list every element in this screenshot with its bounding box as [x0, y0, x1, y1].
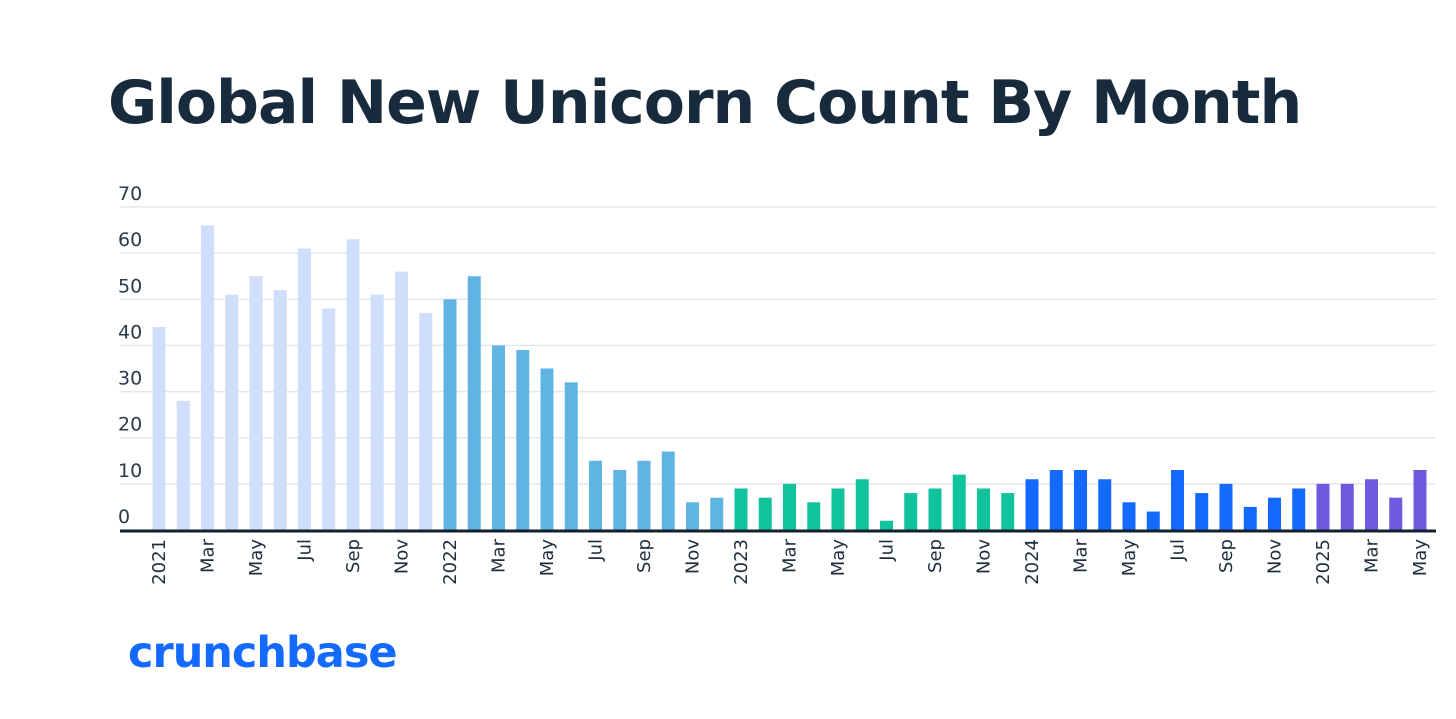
x-tick-label: Sep	[634, 539, 655, 573]
bar-2022-feb	[467, 276, 481, 530]
bar-2024-oct	[1243, 506, 1257, 530]
bar-2023-aug	[904, 493, 918, 530]
crunchbase-logo: crunchbase	[128, 628, 398, 678]
bar-2021-feb	[176, 400, 190, 530]
bar-2025-mar	[1365, 479, 1378, 530]
bar-2024-dec	[1292, 488, 1306, 530]
bar-2022-jun	[564, 382, 578, 530]
x-tick-label: Mar	[1362, 538, 1383, 573]
bar-2023-apr	[807, 502, 821, 530]
bar-2023-jun	[855, 479, 869, 530]
bar-2022-2022	[443, 299, 457, 530]
y-tick-label: 20	[118, 414, 142, 436]
bar-2021-nov	[395, 271, 408, 530]
bar-2022-sep	[637, 460, 651, 530]
bar-2023-sep	[928, 488, 942, 530]
x-axis: 2021 Mar May Jul Sep Nov 2022 Mar May Jul Sep Nov 20…	[149, 538, 1431, 584]
x-tick-label: Mar	[489, 538, 510, 573]
bar-2021-2021	[152, 326, 166, 530]
x-tick-label: Jul	[1168, 539, 1189, 562]
x-tick-label: May	[246, 539, 267, 577]
bar-2024-apr	[1098, 479, 1112, 530]
bar-2023-nov	[977, 488, 990, 530]
x-tick-label: 2024	[1022, 539, 1043, 585]
bar-2022-mar	[492, 345, 505, 530]
y-axis: 0 10 20 30 40 50 60 70	[118, 183, 142, 528]
y-tick-label: 10	[118, 460, 142, 482]
bar-2022-dec	[710, 497, 724, 530]
x-tick-label: Nov	[683, 539, 704, 574]
bar-2023-oct	[952, 474, 966, 530]
bar-2021-aug	[322, 308, 336, 530]
bar-2021-jun	[273, 290, 287, 530]
x-tick-label: May	[828, 539, 849, 577]
bar-2025-may	[1413, 470, 1427, 530]
bar-2022-jul	[589, 460, 602, 530]
bar-2024-may	[1122, 502, 1136, 530]
bar-2024-feb	[1049, 470, 1063, 530]
x-tick-label: May	[1119, 539, 1140, 577]
bar-2021-sep	[346, 239, 360, 531]
bar-2022-nov	[686, 502, 699, 530]
x-tick-label: Sep	[343, 539, 364, 573]
bar-2024-sep	[1219, 483, 1233, 530]
bar-2021-apr	[225, 294, 239, 530]
y-tick-label: 50	[118, 275, 142, 297]
bar-2024-2024	[1025, 479, 1039, 530]
bar-2022-oct	[661, 451, 675, 530]
bar-2021-dec	[419, 313, 433, 530]
bar-2024-mar	[1074, 470, 1087, 530]
bar-2023-dec	[1001, 493, 1015, 530]
bar-2023-jul	[880, 520, 893, 530]
x-tick-label: Nov	[1265, 539, 1286, 574]
y-tick-label: 70	[118, 183, 142, 205]
x-tick-label: 2022	[440, 539, 461, 585]
y-tick-label: 40	[118, 321, 142, 343]
bar-2023-mar	[783, 483, 796, 530]
x-tick-label: May	[1410, 539, 1431, 577]
y-tick-label: 0	[118, 506, 130, 528]
bar-2024-jun	[1146, 511, 1160, 530]
x-tick-label: Jul	[295, 539, 316, 562]
x-tick-label: Jul	[586, 539, 607, 562]
bars	[152, 225, 1427, 531]
bar-2023-feb	[758, 497, 772, 530]
bar-2023-may	[831, 488, 845, 530]
y-tick-label: 30	[118, 368, 142, 390]
x-tick-label: 2023	[731, 539, 752, 585]
bar-2022-apr	[516, 350, 530, 530]
x-tick-label: Mar	[198, 538, 219, 573]
bar-2023-2023	[734, 488, 748, 530]
bar-2025-feb	[1340, 483, 1354, 530]
x-tick-label: Nov	[392, 539, 413, 574]
bar-2021-may	[249, 276, 263, 530]
x-tick-label: 2025	[1313, 539, 1334, 585]
bar-2024-aug	[1195, 493, 1209, 530]
x-tick-label: Sep	[1216, 539, 1237, 573]
bar-2024-nov	[1268, 497, 1281, 530]
y-tick-label: 60	[118, 229, 142, 251]
gridlines	[120, 206, 1436, 485]
bar-2025-2025	[1316, 483, 1330, 530]
bar-2021-mar	[201, 225, 214, 530]
bar-2025-apr	[1389, 497, 1403, 530]
chart-title: Global New Unicorn Count By Month	[108, 68, 1302, 138]
x-tick-label: Mar	[1071, 538, 1092, 573]
x-tick-label: May	[537, 539, 558, 577]
bar-2021-oct	[370, 294, 384, 530]
bar-2024-jul	[1171, 470, 1184, 530]
bar-2021-jul	[298, 248, 311, 530]
x-tick-label: Jul	[877, 539, 898, 562]
x-tick-label: Sep	[925, 539, 946, 573]
bar-2022-may	[540, 368, 554, 530]
x-tick-label: Mar	[780, 538, 801, 573]
bar-2022-aug	[613, 470, 627, 530]
x-tick-label: Nov	[974, 539, 995, 574]
x-tick-label: 2021	[149, 539, 170, 585]
